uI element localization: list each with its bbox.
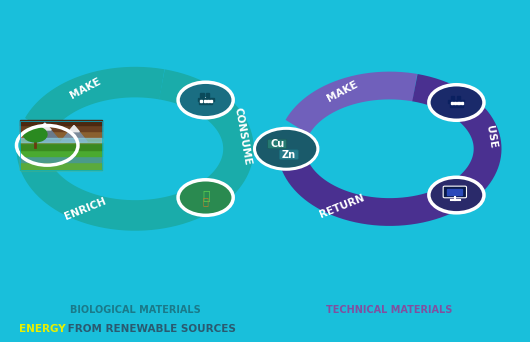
- Bar: [199, 100, 212, 104]
- Text: MAKE: MAKE: [325, 79, 359, 104]
- FancyBboxPatch shape: [443, 186, 466, 198]
- Circle shape: [24, 127, 47, 142]
- Text: ENRICH: ENRICH: [63, 196, 108, 222]
- Text: TECHNICAL MATERIALS: TECHNICAL MATERIALS: [326, 304, 453, 315]
- Bar: [207, 100, 209, 102]
- Bar: [451, 103, 453, 104]
- Text: USE: USE: [484, 125, 498, 149]
- Bar: [204, 100, 206, 102]
- FancyBboxPatch shape: [268, 139, 287, 149]
- Bar: [198, 98, 214, 101]
- Text: RETURN: RETURN: [319, 193, 366, 220]
- Polygon shape: [29, 123, 61, 142]
- Bar: [200, 100, 202, 102]
- Text: MAKE: MAKE: [68, 76, 102, 101]
- Text: CONSUME: CONSUME: [232, 107, 252, 166]
- Bar: [206, 93, 209, 96]
- Text: 👕: 👕: [202, 190, 209, 203]
- Bar: [20, 150, 102, 157]
- Bar: [20, 138, 102, 142]
- Text: Zn: Zn: [282, 149, 296, 160]
- Text: 🍞: 🍞: [202, 196, 209, 206]
- Bar: [447, 189, 462, 195]
- Bar: [20, 126, 102, 132]
- Bar: [20, 121, 102, 170]
- Bar: [461, 103, 463, 104]
- Polygon shape: [39, 123, 51, 130]
- Bar: [200, 93, 204, 96]
- Bar: [457, 103, 460, 104]
- Bar: [20, 144, 102, 150]
- Text: ▬: ▬: [202, 94, 209, 104]
- Bar: [20, 139, 102, 144]
- Text: BIOLOGICAL MATERIALS: BIOLOGICAL MATERIALS: [70, 304, 200, 315]
- Bar: [20, 120, 102, 126]
- FancyBboxPatch shape: [279, 150, 298, 159]
- Circle shape: [254, 128, 318, 169]
- Bar: [451, 96, 454, 99]
- Circle shape: [429, 85, 484, 120]
- Bar: [450, 103, 463, 107]
- Circle shape: [178, 180, 233, 215]
- Bar: [20, 132, 102, 139]
- Polygon shape: [69, 126, 80, 132]
- Bar: [210, 100, 212, 102]
- Bar: [457, 96, 460, 99]
- Text: ENERGY: ENERGY: [19, 324, 65, 334]
- Text: Cu: Cu: [270, 139, 284, 149]
- Circle shape: [178, 82, 233, 118]
- Bar: [20, 121, 102, 170]
- Circle shape: [429, 177, 484, 213]
- Bar: [454, 103, 456, 104]
- Polygon shape: [61, 126, 87, 142]
- Bar: [20, 157, 102, 162]
- Bar: [20, 162, 102, 170]
- Bar: [448, 101, 464, 103]
- Text: FROM RENEWABLE SOURCES: FROM RENEWABLE SOURCES: [64, 324, 235, 334]
